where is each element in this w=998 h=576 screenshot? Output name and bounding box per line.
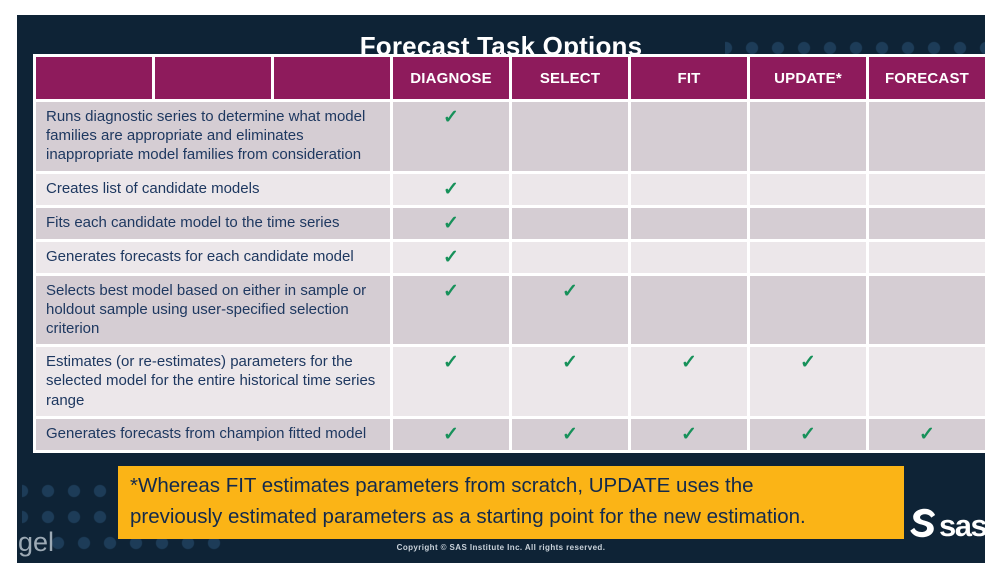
forecast-task-table: DIAGNOSE SELECT FIT UPDATE* FORECAST Run…: [33, 54, 985, 453]
check-cell-select: ✓: [512, 347, 628, 416]
check-cell-forecast: [869, 173, 985, 205]
task-description: Creates list of candidate models: [36, 173, 390, 205]
check-cell-fit: ✓: [631, 347, 747, 416]
check-cell-select: ✓: [512, 275, 628, 345]
check-cell-fit: [631, 241, 747, 273]
check-cell-update: [750, 275, 866, 345]
check-cell-update: [750, 173, 866, 205]
decor-dots-bottom-left-row2: [22, 504, 126, 530]
check-cell-select: [512, 173, 628, 205]
header-empty-cell: [274, 57, 390, 99]
check-cell-fit: ✓: [631, 418, 747, 450]
check-cell-forecast: ✓: [869, 418, 985, 450]
check-cell-diagnose: ✓: [393, 173, 509, 205]
check-cell-fit: [631, 207, 747, 239]
table-header-row: DIAGNOSE SELECT FIT UPDATE* FORECAST: [36, 57, 985, 99]
check-cell-diagnose: ✓: [393, 347, 509, 416]
check-cell-forecast: [869, 347, 985, 416]
table-row: Creates list of candidate models ✓: [36, 173, 985, 205]
table-row: Selects best model based on either in sa…: [36, 275, 985, 345]
check-cell-fit: [631, 102, 747, 171]
table-row: Generates forecasts for each candidate m…: [36, 241, 985, 273]
header-empty-cell: [36, 57, 152, 99]
check-cell-diagnose: ✓: [393, 418, 509, 450]
check-cell-select: [512, 207, 628, 239]
footnote-callout: *Whereas FIT estimates parameters from s…: [118, 466, 904, 539]
sas-logo-text: sas: [939, 508, 985, 543]
task-description: Fits each candidate model to the time se…: [36, 207, 390, 239]
table-row: Fits each candidate model to the time se…: [36, 207, 985, 239]
sas-swirl-icon: [906, 507, 942, 545]
column-header-update: UPDATE*: [750, 57, 866, 99]
task-description: Selects best model based on either in sa…: [36, 275, 390, 345]
watermark-text: gel: [18, 527, 55, 557]
check-cell-diagnose: ✓: [393, 241, 509, 273]
header-empty-cell: [155, 57, 271, 99]
table-row: Generates forecasts from champion fitted…: [36, 418, 985, 450]
check-cell-forecast: [869, 207, 985, 239]
decor-dots-bottom-left-row1: [22, 478, 126, 504]
check-cell-fit: [631, 173, 747, 205]
check-cell-update: [750, 207, 866, 239]
check-cell-update: ✓: [750, 347, 866, 416]
check-cell-select: ✓: [512, 418, 628, 450]
check-cell-diagnose: ✓: [393, 275, 509, 345]
check-cell-select: [512, 241, 628, 273]
task-description: Generates forecasts from champion fitted…: [36, 418, 390, 450]
check-cell-update: ✓: [750, 418, 866, 450]
check-cell-update: [750, 241, 866, 273]
footnote-line-1: *Whereas FIT estimates parameters from s…: [130, 474, 754, 497]
task-description: Runs diagnostic series to determine what…: [36, 102, 390, 171]
column-header-select: SELECT: [512, 57, 628, 99]
copyright-text: Copyright © SAS Institute Inc. All right…: [396, 543, 606, 552]
check-cell-select: [512, 102, 628, 171]
column-header-diagnose: DIAGNOSE: [393, 57, 509, 99]
sas-logo: sas ●: [906, 507, 985, 545]
table-row: Runs diagnostic series to determine what…: [36, 102, 985, 171]
check-cell-fit: [631, 275, 747, 345]
check-cell-forecast: [869, 102, 985, 171]
check-cell-forecast: [869, 241, 985, 273]
column-header-forecast: FORECAST: [869, 57, 985, 99]
column-header-fit: FIT: [631, 57, 747, 99]
task-description: Estimates (or re-estimates) parameters f…: [36, 347, 390, 416]
check-cell-diagnose: ✓: [393, 102, 509, 171]
table-row: Estimates (or re-estimates) parameters f…: [36, 347, 985, 416]
slide: Forecast Task Options DIAGNOSE SELECT FI…: [17, 15, 985, 563]
task-description: Generates forecasts for each candidate m…: [36, 241, 390, 273]
check-cell-update: [750, 102, 866, 171]
check-cell-forecast: [869, 275, 985, 345]
check-cell-diagnose: ✓: [393, 207, 509, 239]
footnote-line-2: previously estimated parameters as a sta…: [130, 504, 806, 528]
